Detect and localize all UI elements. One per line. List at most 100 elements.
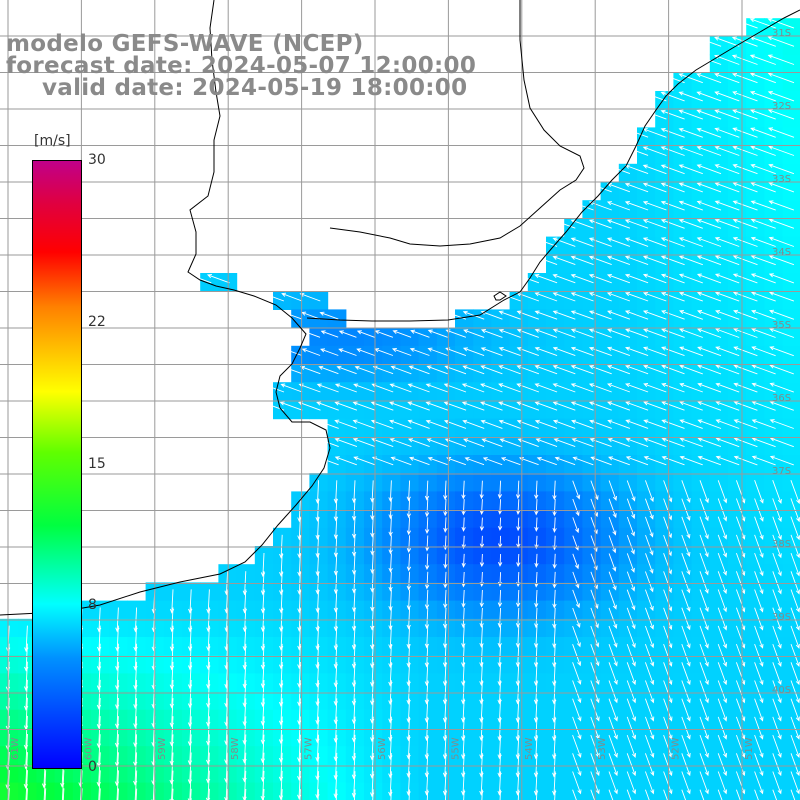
wind-arrow: [301, 348, 321, 356]
wind-arrow: [681, 753, 691, 777]
wind-arrow: [461, 607, 466, 629]
wind-arrow: [588, 365, 612, 375]
wind-arrow: [767, 72, 795, 84]
wind-arrow: [699, 552, 709, 576]
longitude-label: 60W: [83, 737, 94, 760]
wind-arrow: [696, 91, 722, 102]
wind-arrow: [751, 364, 776, 375]
wind-arrow: [516, 310, 539, 320]
forecast-date: forecast date: 2024-05-07 12:00:00: [6, 53, 477, 79]
wind-arrow: [461, 553, 466, 568]
wind-arrow: [750, 163, 776, 175]
wind-arrow: [732, 164, 758, 175]
wind-arrow: [570, 201, 594, 211]
wind-arrow: [717, 771, 728, 795]
wind-arrow: [663, 716, 673, 740]
wind-arrow: [608, 698, 618, 722]
wind-arrow: [552, 346, 576, 357]
wind-speed-cell: [782, 691, 800, 711]
longitude-label: 51W: [744, 737, 755, 760]
wind-arrow: [607, 346, 631, 357]
wind-arrow: [388, 480, 393, 503]
wind-arrow: [660, 200, 685, 211]
wind-arrow: [642, 273, 667, 284]
wind-arrow: [769, 400, 794, 411]
wind-arrow: [427, 329, 448, 338]
wind-arrow: [772, 607, 782, 631]
wind-arrow: [443, 480, 448, 501]
wind-arrow: [772, 480, 782, 504]
wind-arrow: [552, 292, 576, 302]
wind-arrow: [661, 310, 685, 320]
wind-arrow: [516, 499, 521, 515]
longitude-label: 56W: [377, 737, 388, 760]
wind-arrow: [625, 401, 649, 411]
wind-arrow: [607, 328, 631, 338]
wind-arrow: [443, 589, 448, 609]
wind-arrow: [717, 516, 728, 540]
wind-arrow: [370, 553, 375, 574]
wind-arrow: [608, 680, 618, 704]
wind-arrow: [26, 788, 28, 800]
wind-arrow: [606, 182, 631, 193]
wind-arrow: [497, 499, 503, 515]
wind-arrow: [480, 365, 503, 375]
wind-arrow: [644, 516, 654, 538]
wind-arrow: [425, 419, 448, 429]
wind-arrow: [624, 146, 649, 156]
wind-arrow: [678, 273, 703, 284]
wind-arrow: [388, 498, 393, 520]
wind-arrow: [262, 383, 285, 393]
wind-arrow: [606, 273, 631, 284]
wind-speed-cell: [782, 18, 800, 37]
wind-arrow: [732, 255, 758, 266]
wind-arrow: [772, 771, 782, 795]
wind-arrow: [697, 401, 722, 411]
wind-arrow: [516, 553, 521, 568]
model-title: modelo GEFS-WAVE (NCEP): [6, 31, 364, 57]
wind-arrow: [749, 91, 776, 102]
wind-arrow: [608, 480, 617, 501]
wind-arrow: [697, 364, 722, 375]
wind-arrow: [552, 365, 576, 375]
wind-arrow: [644, 680, 655, 704]
wind-arrow: [699, 516, 709, 540]
longitude-label: 57W: [304, 737, 315, 760]
wind-arrow: [406, 498, 411, 519]
wind-arrow: [570, 346, 594, 357]
wind-arrow: [714, 237, 740, 247]
wind-arrow: [43, 770, 47, 800]
latitude-label: 35S: [772, 320, 791, 331]
wind-arrow: [660, 237, 685, 247]
wind-arrow: [534, 255, 558, 266]
wind-arrow: [534, 310, 558, 320]
wind-arrow: [663, 498, 673, 521]
wind-arrow: [570, 328, 594, 338]
wind-arrow: [572, 480, 581, 500]
wind-arrow: [606, 237, 631, 247]
wind-arrow: [608, 498, 617, 519]
wind-arrow: [588, 346, 612, 357]
wind-arrow: [663, 753, 673, 777]
wind-arrow: [424, 517, 430, 535]
wind-arrow: [767, 36, 795, 47]
wind-arrow: [370, 571, 375, 593]
wind-arrow: [388, 516, 393, 537]
wind-arrow: [624, 201, 649, 211]
wind-arrow: [534, 237, 558, 247]
wind-arrow: [409, 456, 430, 466]
wind-arrow: [572, 662, 582, 685]
wind-speed-cell: [782, 527, 800, 547]
wind-arrow: [699, 662, 709, 686]
wind-arrow: [588, 292, 612, 302]
wind-arrow: [262, 292, 285, 302]
wind-arrow: [424, 480, 430, 501]
wind-arrow: [516, 517, 521, 532]
wind-arrow: [516, 383, 540, 393]
wind-arrow: [768, 273, 795, 284]
wind-arrow: [534, 535, 539, 550]
wind-arrow: [699, 589, 709, 613]
wind-arrow: [608, 553, 617, 572]
wind-arrow: [717, 698, 728, 722]
